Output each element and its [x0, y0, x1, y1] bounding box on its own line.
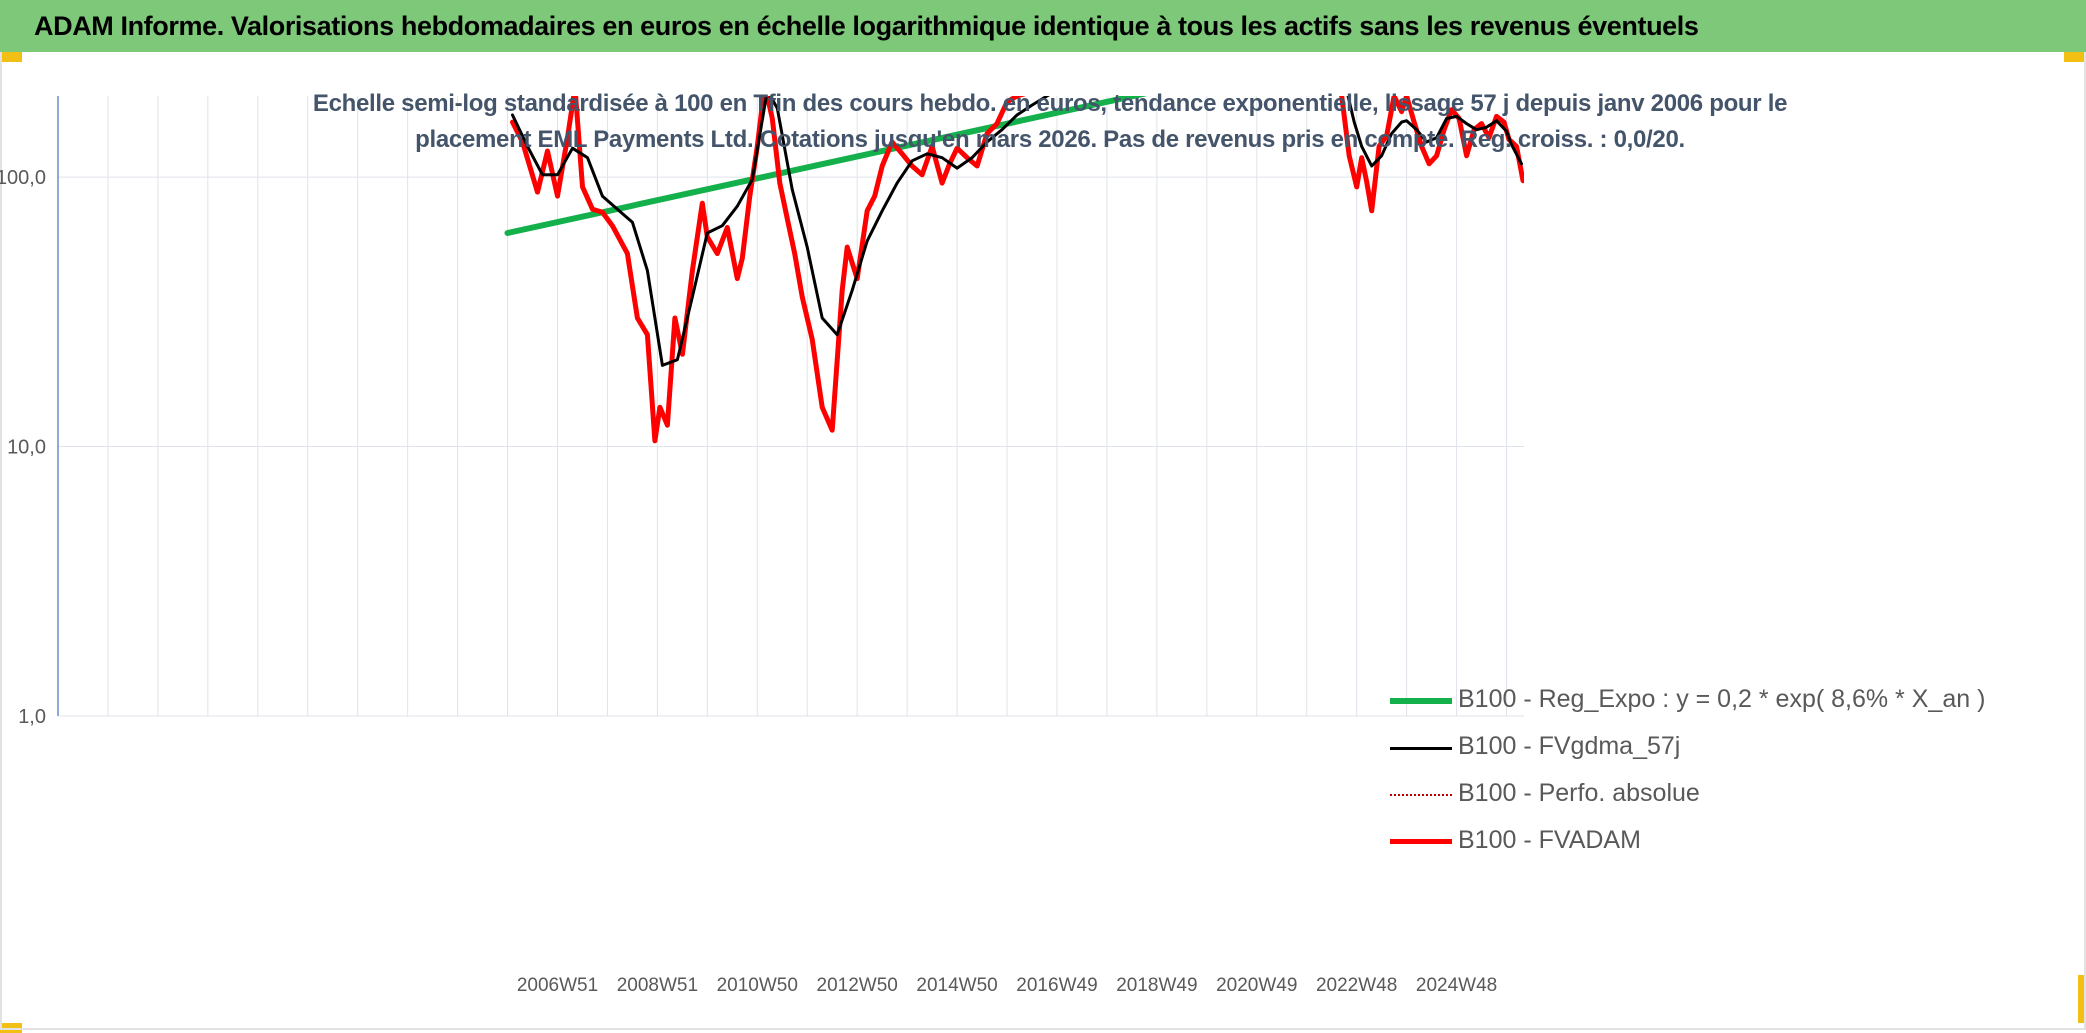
header-bar: ADAM Informe. Valorisations hebdomadaire…	[0, 0, 2086, 52]
x-tick-label: 2016W49	[1016, 975, 1097, 996]
x-tick-label: 2018W49	[1116, 975, 1197, 996]
legend-item-fvadam: B100 - FVADAM	[1388, 821, 1988, 868]
legend-item-perf-absolue: B100 - Perfo. absolue	[1388, 774, 1988, 821]
legend-item-regression: B100 - Reg_Expo : y = 0,2 * exp( 8,6% * …	[1388, 680, 1988, 727]
legend-swatch-fvadam	[1390, 839, 1452, 844]
series-smoothed-line	[511, 96, 1051, 367]
x-tick-label: 2012W50	[817, 975, 898, 996]
x-tick-label: 2006W51	[517, 975, 598, 996]
x-tick-label: 2014W50	[916, 975, 997, 996]
corner-accent-bottom-right	[2078, 975, 2086, 1023]
series-regression-line	[504, 96, 1148, 236]
series-smoothed-line	[1346, 96, 1523, 168]
legend-label-regression: B100 - Reg_Expo : y = 0,2 * exp( 8,6% * …	[1458, 685, 1986, 713]
x-tick-label: 2022W48	[1316, 975, 1397, 996]
chart-subtitle-line-1: Echelle semi-log standardisée à 100 en T…	[312, 90, 1788, 117]
legend-item-smoothed: B100 - FVgdma_57j	[1388, 727, 1988, 774]
legend-label-fvadam: B100 - FVADAM	[1458, 826, 1641, 854]
legend-swatch-perf-absolue	[1390, 794, 1452, 796]
chart-subtitle-line-2: placement EML Payments Ltd. Cotations ju…	[415, 126, 1685, 153]
legend-swatch-regression	[1390, 698, 1452, 704]
chart-subtitle: Echelle semi-log standardisée à 100 en T…	[250, 86, 1850, 158]
series-fvadam-line	[510, 96, 1026, 444]
legend-swatch-smoothed	[1390, 747, 1452, 750]
legend-label-smoothed: B100 - FVgdma_57j	[1458, 732, 1681, 760]
x-tick-label: 2008W51	[617, 975, 698, 996]
corner-accent-top-left	[0, 52, 22, 62]
chart-frame	[0, 52, 2086, 1030]
y-tick-label: 1,0	[18, 706, 46, 728]
legend-label-perf-absolue: B100 - Perfo. absolue	[1458, 779, 1700, 807]
x-tick-label: 2024W48	[1416, 975, 1497, 996]
y-tick-label: 100,0	[0, 167, 46, 189]
page-title: ADAM Informe. Valorisations hebdomadaire…	[34, 11, 1699, 41]
x-tick-label: 2010W50	[717, 975, 798, 996]
y-tick-label: 10,0	[7, 437, 46, 459]
chart-legend: B100 - Reg_Expo : y = 0,2 * exp( 8,6% * …	[1388, 680, 1988, 868]
x-tick-label: 2020W49	[1216, 975, 1297, 996]
corner-accent-top-right	[2064, 52, 2086, 62]
